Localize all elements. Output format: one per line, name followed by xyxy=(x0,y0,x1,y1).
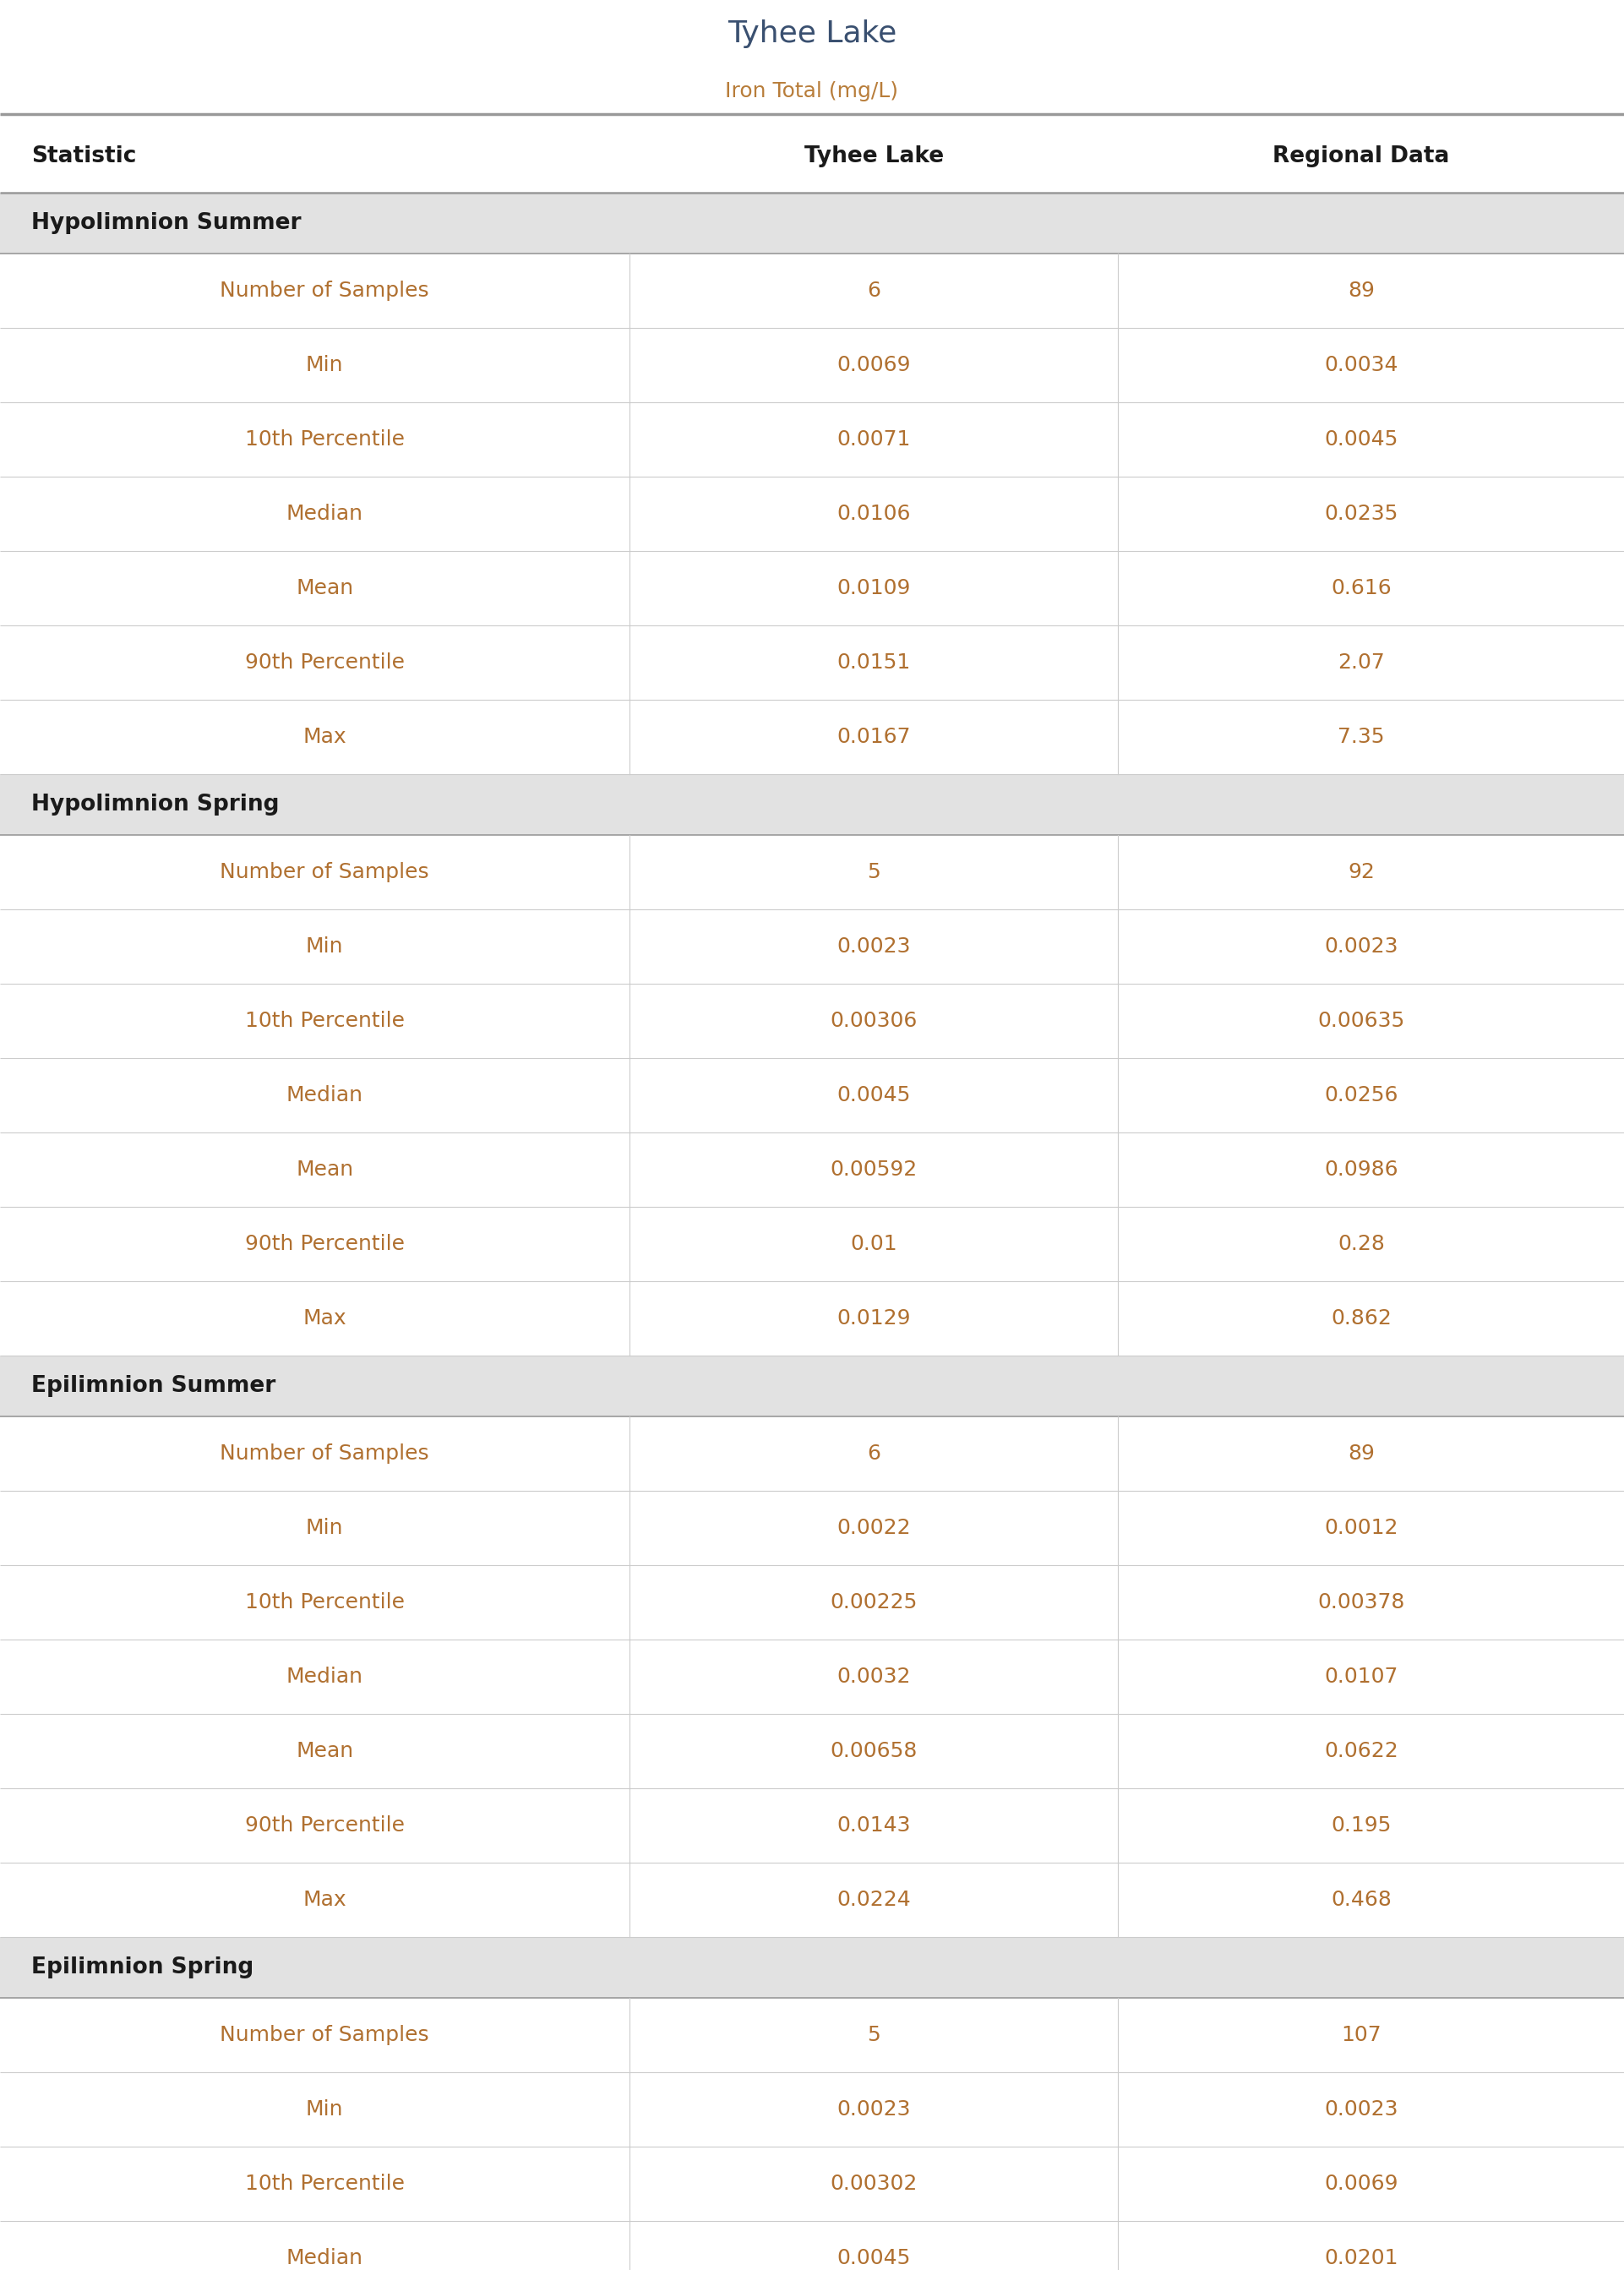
Text: 10th Percentile: 10th Percentile xyxy=(245,429,404,449)
Text: Tyhee Lake: Tyhee Lake xyxy=(804,145,944,168)
Text: 0.28: 0.28 xyxy=(1338,1235,1385,1253)
Text: Median: Median xyxy=(286,1085,364,1105)
Text: Regional Data: Regional Data xyxy=(1273,145,1450,168)
Text: 0.0107: 0.0107 xyxy=(1324,1666,1398,1687)
Bar xyxy=(0,1936,1624,1998)
Text: 0.0235: 0.0235 xyxy=(1324,504,1398,524)
Bar xyxy=(0,774,1624,835)
Text: Median: Median xyxy=(286,1666,364,1687)
Text: 6: 6 xyxy=(867,1444,880,1464)
Text: 0.0045: 0.0045 xyxy=(836,1085,911,1105)
Text: 0.00658: 0.00658 xyxy=(830,1741,918,1762)
Text: 0.0201: 0.0201 xyxy=(1324,2247,1398,2268)
Text: Median: Median xyxy=(286,504,364,524)
Text: 0.0023: 0.0023 xyxy=(1324,2100,1398,2120)
Text: 5: 5 xyxy=(867,2025,880,2045)
Text: Number of Samples: Number of Samples xyxy=(219,281,429,302)
Text: Tyhee Lake: Tyhee Lake xyxy=(728,20,896,48)
Text: 10th Percentile: 10th Percentile xyxy=(245,2175,404,2193)
Text: 89: 89 xyxy=(1348,1444,1374,1464)
Text: 0.0986: 0.0986 xyxy=(1324,1160,1398,1180)
Text: 0.00378: 0.00378 xyxy=(1317,1591,1405,1612)
Text: 0.195: 0.195 xyxy=(1332,1816,1392,1836)
Text: 0.468: 0.468 xyxy=(1330,1889,1392,1909)
Text: Mean: Mean xyxy=(296,1741,354,1762)
Bar xyxy=(0,193,1624,254)
Text: Min: Min xyxy=(305,1519,343,1539)
Text: 90th Percentile: 90th Percentile xyxy=(245,1235,404,1253)
Text: Epilimnion Summer: Epilimnion Summer xyxy=(31,1376,276,1396)
Text: 0.0022: 0.0022 xyxy=(836,1519,911,1539)
Text: Number of Samples: Number of Samples xyxy=(219,863,429,883)
Text: 0.0071: 0.0071 xyxy=(836,429,911,449)
Text: 10th Percentile: 10th Percentile xyxy=(245,1010,404,1031)
Text: 6: 6 xyxy=(867,281,880,302)
Text: 107: 107 xyxy=(1341,2025,1382,2045)
Text: 0.0622: 0.0622 xyxy=(1324,1741,1398,1762)
Text: 0.00635: 0.00635 xyxy=(1317,1010,1405,1031)
Text: 90th Percentile: 90th Percentile xyxy=(245,1816,404,1836)
Text: Hypolimnion Spring: Hypolimnion Spring xyxy=(31,794,279,815)
Text: Mean: Mean xyxy=(296,579,354,599)
Text: Iron Total (mg/L): Iron Total (mg/L) xyxy=(726,82,898,100)
Text: 0.0129: 0.0129 xyxy=(836,1308,911,1328)
Text: 0.00592: 0.00592 xyxy=(830,1160,918,1180)
Text: Hypolimnion Summer: Hypolimnion Summer xyxy=(31,211,302,234)
Text: 0.0143: 0.0143 xyxy=(836,1816,911,1836)
Text: Epilimnion Spring: Epilimnion Spring xyxy=(31,1957,253,1979)
Text: 0.0224: 0.0224 xyxy=(836,1889,911,1909)
Text: 2.07: 2.07 xyxy=(1338,651,1385,672)
Text: 0.0023: 0.0023 xyxy=(836,2100,911,2120)
Text: 0.0151: 0.0151 xyxy=(836,651,911,672)
Text: 0.00225: 0.00225 xyxy=(830,1591,918,1612)
Text: Min: Min xyxy=(305,354,343,375)
Text: 0.0069: 0.0069 xyxy=(836,354,911,375)
Text: 89: 89 xyxy=(1348,281,1374,302)
Text: 0.0034: 0.0034 xyxy=(1324,354,1398,375)
Text: 10th Percentile: 10th Percentile xyxy=(245,1591,404,1612)
Text: Max: Max xyxy=(302,726,346,747)
Text: 0.00306: 0.00306 xyxy=(830,1010,918,1031)
Text: Statistic: Statistic xyxy=(31,145,136,168)
Text: Max: Max xyxy=(302,1308,346,1328)
Text: Number of Samples: Number of Samples xyxy=(219,1444,429,1464)
Text: 0.0106: 0.0106 xyxy=(836,504,911,524)
Text: Mean: Mean xyxy=(296,1160,354,1180)
Text: 0.616: 0.616 xyxy=(1332,579,1392,599)
Text: 0.0032: 0.0032 xyxy=(836,1666,911,1687)
Text: 7.35: 7.35 xyxy=(1338,726,1385,747)
Text: 0.01: 0.01 xyxy=(851,1235,898,1253)
Text: Median: Median xyxy=(286,2247,364,2268)
Text: Min: Min xyxy=(305,2100,343,2120)
Text: 5: 5 xyxy=(867,863,880,883)
Text: Min: Min xyxy=(305,938,343,956)
Text: 0.0109: 0.0109 xyxy=(836,579,911,599)
Text: 0.0167: 0.0167 xyxy=(836,726,911,747)
Text: 0.0069: 0.0069 xyxy=(1324,2175,1398,2193)
Text: 0.0045: 0.0045 xyxy=(1324,429,1398,449)
Text: 0.0012: 0.0012 xyxy=(1324,1519,1398,1539)
Text: 90th Percentile: 90th Percentile xyxy=(245,651,404,672)
Text: Number of Samples: Number of Samples xyxy=(219,2025,429,2045)
Text: 0.0045: 0.0045 xyxy=(836,2247,911,2268)
Text: Max: Max xyxy=(302,1889,346,1909)
Text: 0.862: 0.862 xyxy=(1330,1308,1392,1328)
Text: 0.0256: 0.0256 xyxy=(1324,1085,1398,1105)
Text: 0.0023: 0.0023 xyxy=(836,938,911,956)
Text: 0.0023: 0.0023 xyxy=(1324,938,1398,956)
Text: 92: 92 xyxy=(1348,863,1374,883)
Text: 0.00302: 0.00302 xyxy=(830,2175,918,2193)
Bar xyxy=(0,1355,1624,1416)
